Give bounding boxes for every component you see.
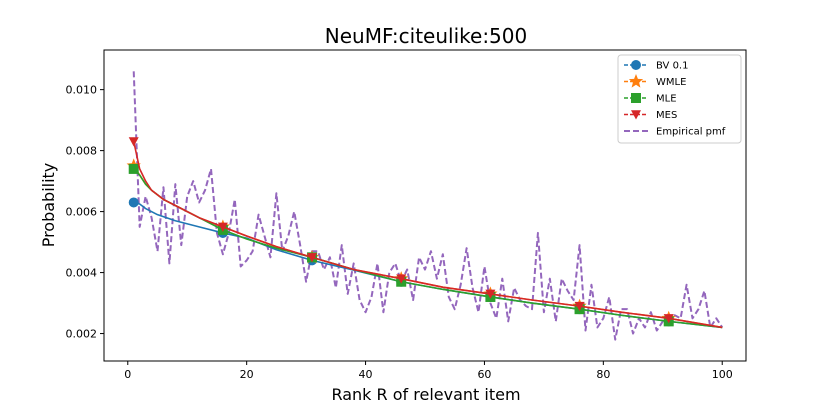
series-mes (128, 137, 723, 329)
plot-frame (103, 49, 747, 362)
series-empirical-pmf (132, 71, 724, 341)
x-axis-title: Rank R of relevant item (331, 385, 520, 404)
y-tick-label: 0.006 (66, 206, 98, 219)
x-tick-label: 100 (712, 368, 733, 381)
series-line-mes (132, 141, 723, 329)
plot-area (126, 71, 724, 341)
legend-item-mes: MES (624, 110, 677, 121)
marker-mes-r76 (574, 301, 585, 312)
chart-title: NeuMF:citeulike:500 (325, 24, 527, 48)
legend-label: BV 0.1 (656, 61, 688, 72)
legend-label: Empirical pmf (656, 127, 726, 138)
y-tick-label: 0.002 (66, 328, 98, 341)
marker-mes-r1 (128, 137, 139, 147)
y-tick-label: 0.008 (66, 145, 98, 158)
y-axis: 0.002 0.004 0.006 0.008 0.010 (66, 84, 104, 341)
marker-bv-0-1-r1 (128, 197, 139, 208)
x-tick-label: 20 (240, 368, 254, 381)
marker-mes-r91 (663, 314, 674, 324)
x-tick-label: 60 (477, 368, 491, 381)
y-axis-title: Probability (39, 163, 58, 248)
legend-box (617, 54, 742, 144)
legend-item-bv-0-1: BV 0.1 (624, 60, 688, 72)
marker-mes-r61 (485, 289, 496, 299)
x-tick-label: 80 (596, 368, 610, 381)
legend-marker-wmle (628, 74, 644, 88)
y-tick-label: 0.004 (66, 267, 98, 280)
legend-marker-mle (631, 93, 641, 103)
x-axis: 0 20 40 60 80 100 (124, 361, 733, 381)
legend-item-mle: MLE (624, 93, 677, 105)
legend-label: MES (656, 110, 677, 121)
x-tick-label: 0 (124, 368, 131, 381)
legend-marker-mes (631, 110, 641, 120)
legend-marker-bv-0-1 (631, 60, 641, 70)
legend-label: WMLE (656, 77, 686, 88)
legend-item-wmle: WMLE (624, 74, 686, 88)
marker-mle-r1 (128, 163, 139, 174)
marker-mes-r46 (396, 274, 407, 284)
series-line-empirical-pmf (132, 71, 724, 341)
marker-mes-r16 (217, 222, 228, 232)
y-tick-label: 0.010 (66, 84, 98, 97)
legend: BV 0.1 WMLE MLE MES Empirical pmf (617, 54, 742, 144)
marker-mes-r31 (307, 253, 318, 263)
x-tick-label: 40 (359, 368, 373, 381)
legend-item-empirical-pmf: Empirical pmf (624, 127, 726, 138)
legend-label: MLE (656, 94, 677, 105)
